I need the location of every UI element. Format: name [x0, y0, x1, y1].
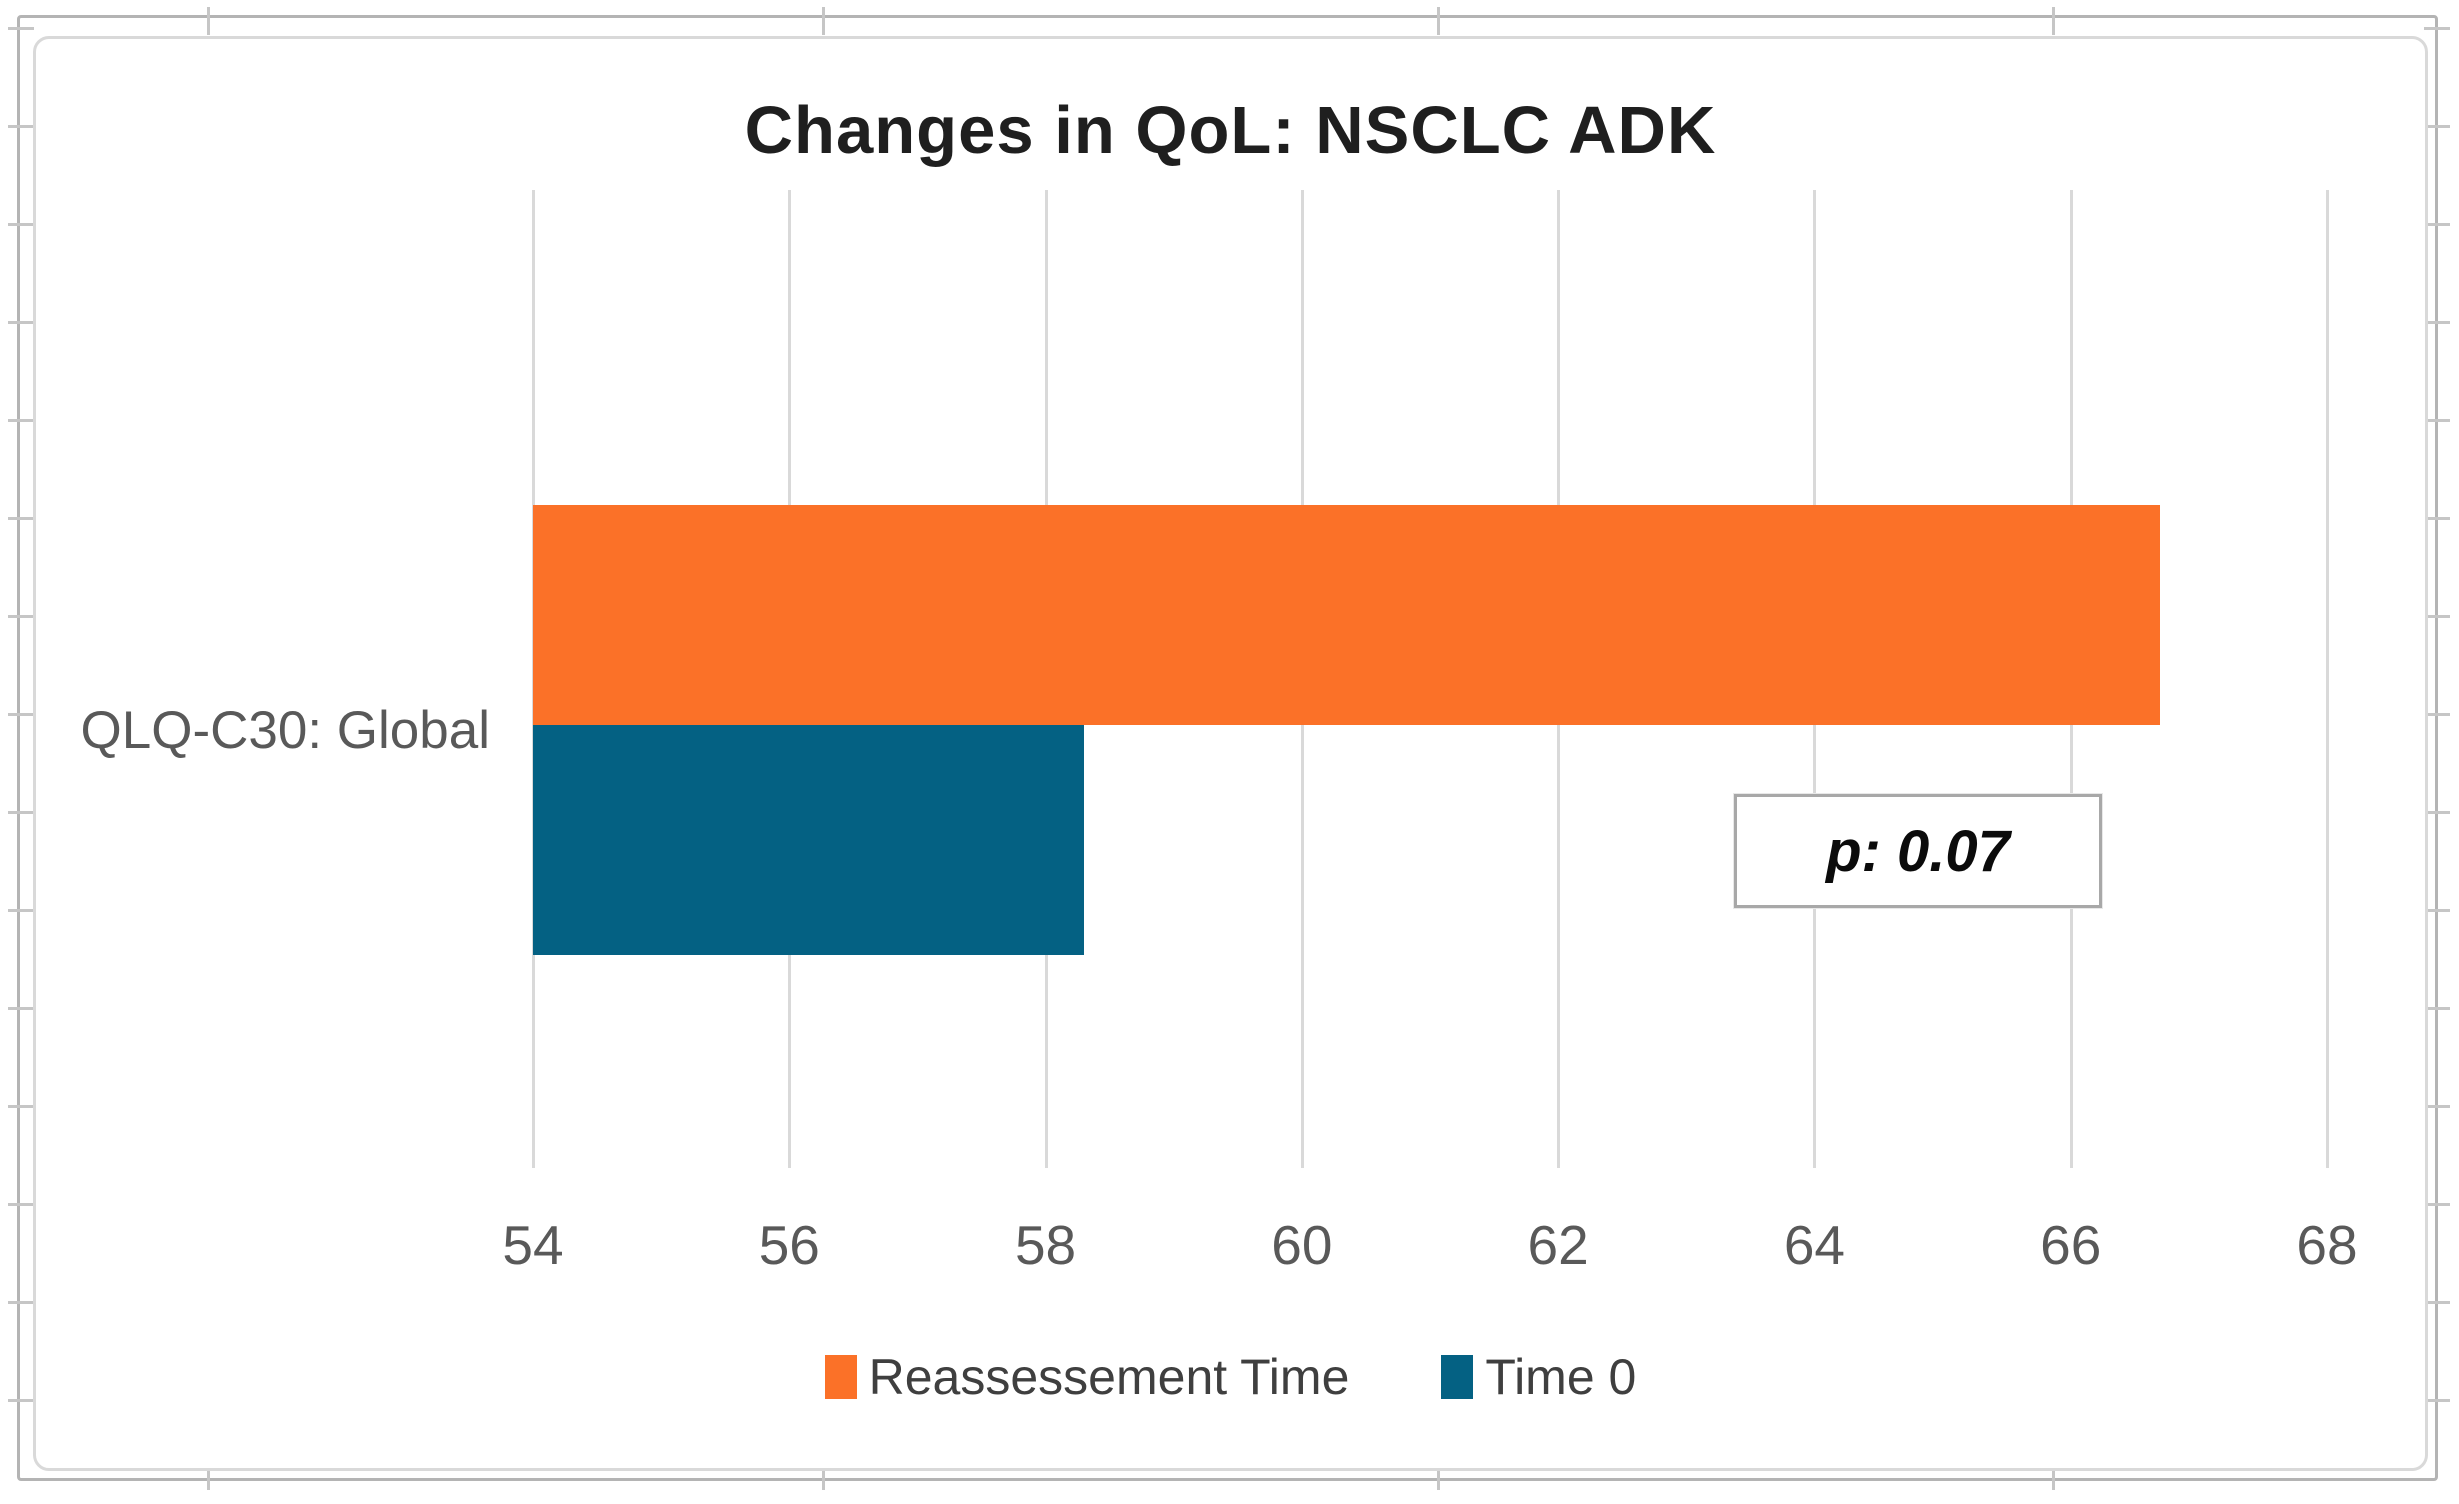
edge-tick — [2424, 811, 2450, 814]
edge-tick — [8, 419, 34, 422]
edge-tick — [2424, 419, 2450, 422]
x-axis-tick-label: 62 — [1527, 1214, 1589, 1276]
legend-label: Reassessement Time — [868, 1349, 1350, 1405]
edge-tick — [2424, 1399, 2450, 1402]
gridline — [2326, 190, 2329, 1168]
edge-tick — [8, 615, 34, 618]
legend-label: Time 0 — [1485, 1349, 1637, 1405]
x-axis-tick-label: 66 — [2040, 1214, 2102, 1276]
bar-time-0 — [533, 725, 1084, 955]
x-axis-tick-label: 58 — [1014, 1214, 1077, 1276]
edge-tick — [8, 27, 34, 30]
edge-tick — [2424, 909, 2450, 912]
edge-tick — [2424, 1301, 2450, 1304]
edge-tick — [822, 1462, 825, 1490]
edge-tick — [8, 125, 34, 128]
edge-tick — [2424, 321, 2450, 324]
bar-reassessement-time — [533, 505, 2161, 725]
edge-tick — [2424, 1105, 2450, 1108]
y-axis-category-label: QLQ-C30: Global — [80, 701, 490, 760]
edge-tick — [207, 1462, 210, 1490]
legend-swatch-icon — [1441, 1355, 1474, 1399]
edge-tick — [2424, 713, 2450, 716]
x-axis-tick-label: 54 — [502, 1214, 564, 1276]
legend: Reassessement Time Time 0 — [33, 1348, 2428, 1406]
p-value-annotation: p: 0.07 — [1734, 794, 2102, 908]
edge-tick — [8, 321, 34, 324]
edge-tick — [2424, 223, 2450, 226]
edge-tick — [8, 1007, 34, 1010]
edge-tick — [8, 223, 34, 226]
chart-title: Changes in QoL: NSCLC ADK — [744, 93, 1717, 168]
edge-tick — [1437, 1462, 1440, 1490]
edge-tick — [2424, 1203, 2450, 1206]
edge-tick — [8, 1399, 34, 1402]
edge-tick — [822, 7, 825, 35]
edge-tick — [8, 811, 34, 814]
edge-tick — [8, 713, 34, 716]
edge-tick — [8, 1301, 34, 1304]
x-axis-tick-label: 68 — [2296, 1214, 2358, 1276]
legend-item: Time 0 — [1441, 1348, 1636, 1406]
edge-tick — [2424, 615, 2450, 618]
edge-tick — [2052, 7, 2055, 35]
edge-tick — [2424, 27, 2450, 30]
chart-border — [33, 36, 2428, 1471]
edge-tick — [8, 1203, 34, 1206]
x-axis-tick-label: 60 — [1271, 1214, 1333, 1276]
x-axis-tick-label: 56 — [758, 1214, 820, 1276]
edge-tick — [2424, 1007, 2450, 1010]
edge-tick — [207, 7, 210, 35]
edge-tick — [8, 517, 34, 520]
edge-tick — [2424, 517, 2450, 520]
edge-tick — [8, 1105, 34, 1108]
legend-item: Reassessement Time — [824, 1348, 1350, 1406]
legend-swatch-icon — [824, 1355, 857, 1399]
x-axis: 54 56 58 60 62 64 66 68 — [502, 1213, 2357, 1283]
edge-tick — [8, 909, 34, 912]
edge-tick — [1437, 7, 1440, 35]
x-axis-tick-label: 64 — [1783, 1214, 1846, 1276]
edge-tick — [2052, 1462, 2055, 1490]
plot-area — [532, 190, 2329, 1168]
edge-tick — [2424, 125, 2450, 128]
